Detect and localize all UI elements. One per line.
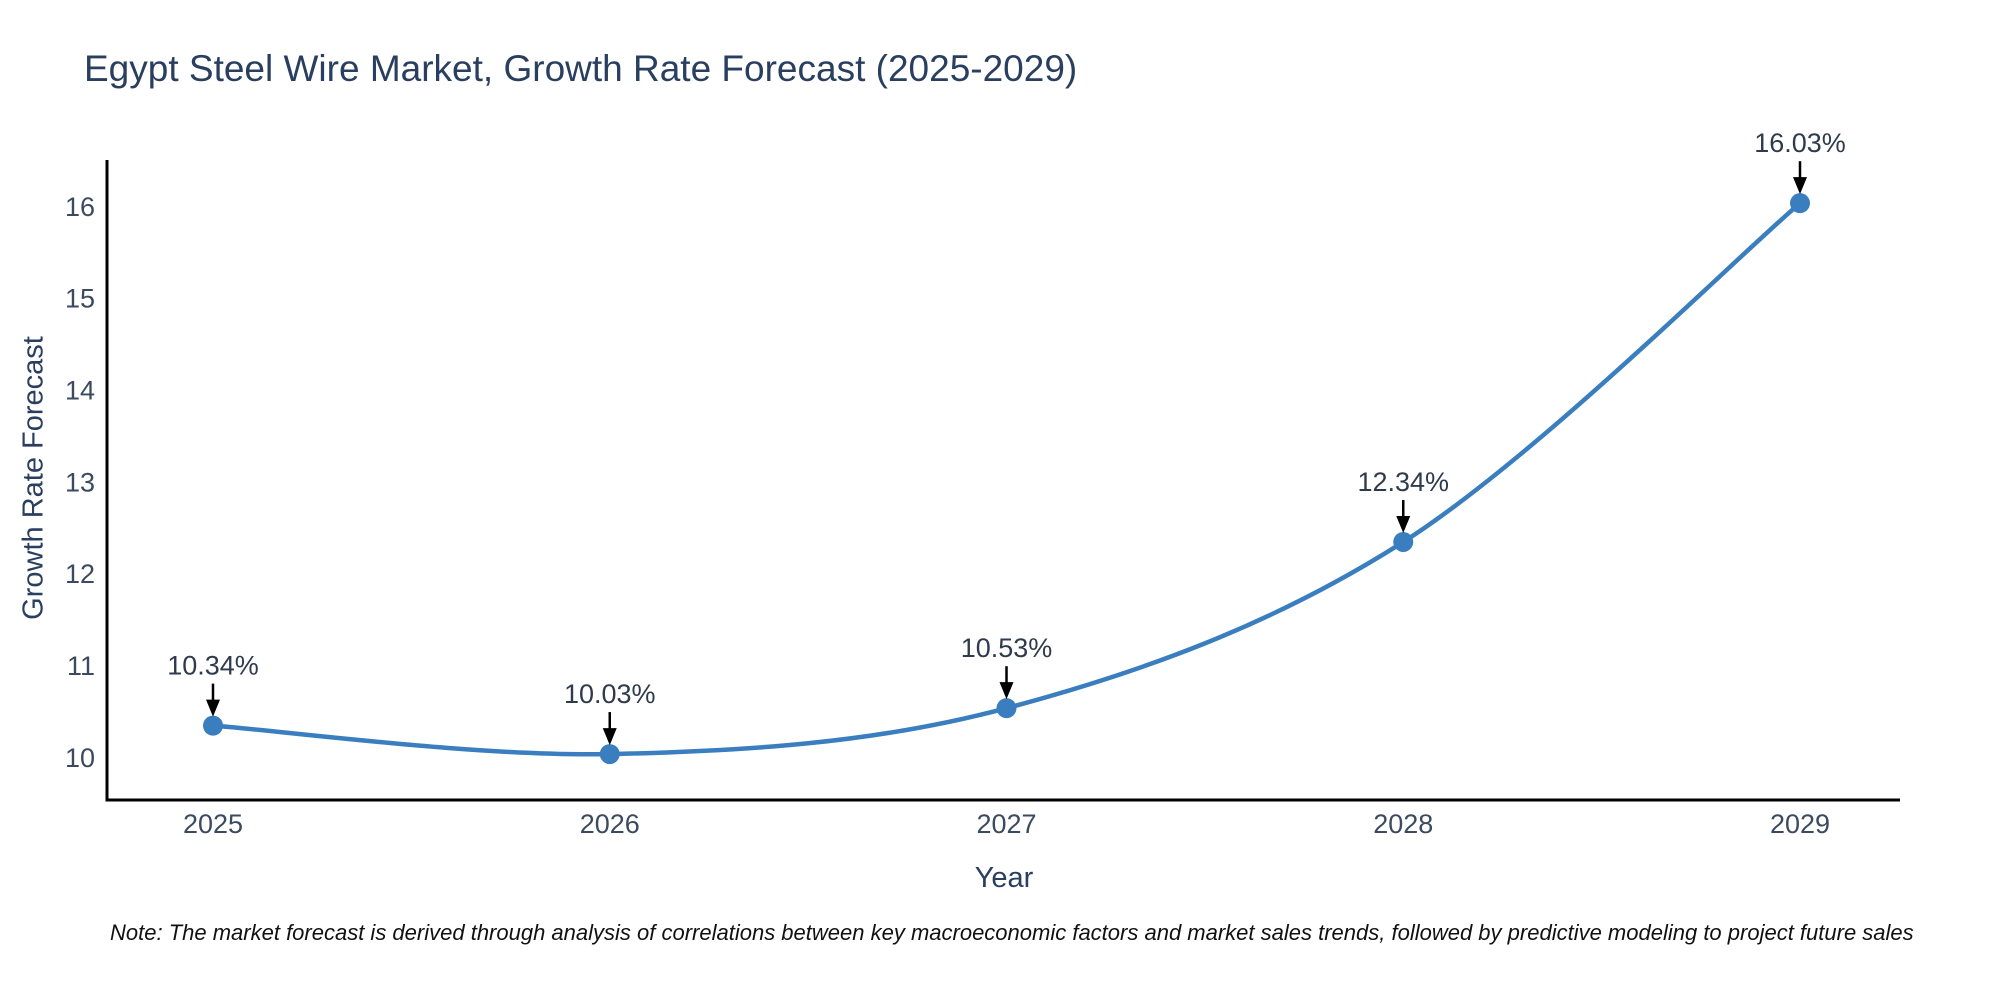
annotation-arrowhead-icon [999,682,1014,700]
x-tick-label: 2027 [976,809,1036,839]
chart-title: Egypt Steel Wire Market, Growth Rate For… [84,48,1078,89]
y-tick-label: 13 [65,467,95,497]
annotations: 10.34% 10.03% 10.53% 12.34% 16.03% [167,128,1846,746]
data-point-2028[interactable] [1393,531,1414,552]
footnote: Note: The market forecast is derived thr… [110,920,1914,945]
annotation-arrowhead-icon [206,699,220,717]
data-point-2026[interactable] [599,744,620,765]
annotation-2028: 12.34% [1357,467,1449,533]
x-axis-label: Year [974,862,1034,894]
annotation-label: 10.53% [961,633,1053,663]
y-tick-label: 10 [65,743,95,773]
data-point-2029[interactable] [1790,193,1810,214]
y-tick-label: 15 [65,284,95,314]
x-tick-label: 2025 [183,809,243,839]
x-tick-label: 2029 [1770,809,1830,839]
annotation-label: 16.03% [1754,128,1846,158]
data-point-2027[interactable] [996,698,1017,719]
y-tick-label: 16 [65,192,95,222]
annotation-arrowhead-icon [602,728,617,746]
annotation-arrowhead-icon [1793,177,1807,195]
annotation-2029: 16.03% [1754,128,1846,195]
annotation-2025: 10.34% [167,651,259,717]
data-point-2025[interactable] [203,715,223,736]
y-tick-label: 11 [67,651,95,681]
y-tick-label: 14 [65,376,95,406]
line-series [203,193,1810,765]
annotation-2027: 10.53% [961,633,1053,700]
annotation-label: 10.03% [564,679,656,709]
annotation-label: 12.34% [1357,467,1449,497]
x-tick-label: 2026 [580,809,640,839]
annotation-2026: 10.03% [564,679,656,746]
axes: 10 11 12 13 14 15 16 2025 2026 2027 2028 2029 [65,160,1900,839]
x-tick-label: 2028 [1373,809,1433,839]
annotation-label: 10.34% [167,651,259,681]
y-tick-label: 12 [65,559,95,589]
annotation-arrowhead-icon [1396,515,1411,533]
